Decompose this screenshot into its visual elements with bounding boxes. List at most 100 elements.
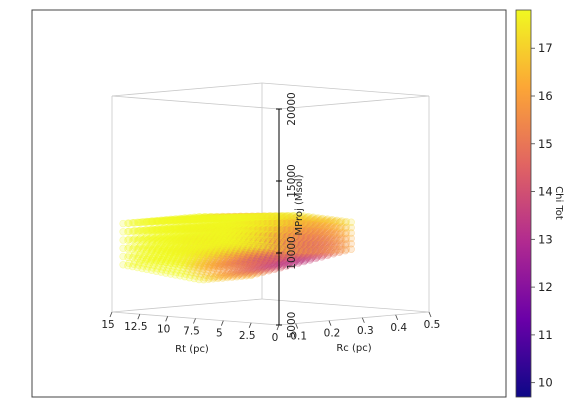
data-point	[323, 219, 332, 227]
data-point	[252, 218, 260, 226]
data-point	[294, 226, 302, 235]
data-point	[248, 231, 257, 239]
data-point	[332, 241, 340, 249]
data-point	[270, 243, 279, 251]
data-point	[271, 221, 279, 230]
data-point	[301, 256, 309, 264]
data-point	[253, 222, 261, 230]
data-point	[255, 267, 263, 276]
data-point	[315, 230, 323, 239]
data-point	[326, 217, 334, 226]
data-point	[243, 250, 252, 259]
data-point	[290, 214, 299, 223]
data-point	[300, 233, 308, 241]
data-point	[281, 221, 289, 229]
data-point	[281, 234, 289, 242]
data-point	[260, 230, 268, 238]
x-tick-mark	[137, 314, 141, 320]
data-point	[259, 264, 267, 272]
data-point	[274, 248, 282, 256]
data-point	[308, 234, 316, 242]
data-point	[321, 249, 329, 257]
data-point	[298, 248, 307, 256]
data-point	[249, 249, 258, 258]
data-point	[265, 258, 273, 266]
data-point	[320, 250, 328, 258]
data-point	[313, 239, 321, 248]
data-point	[333, 240, 341, 248]
data-point	[307, 233, 315, 241]
data-point	[323, 245, 332, 253]
data-point	[289, 259, 298, 267]
data-point	[266, 220, 274, 229]
data-point	[309, 220, 317, 228]
data-point	[253, 270, 261, 278]
data-point	[318, 246, 326, 254]
data-point	[294, 248, 302, 256]
data-point	[329, 231, 338, 240]
data-point	[259, 226, 267, 234]
data-point	[267, 232, 275, 241]
data-point	[286, 218, 294, 226]
data-point	[288, 235, 296, 243]
data-point	[266, 225, 274, 233]
data-point	[313, 221, 321, 229]
data-point	[283, 220, 292, 228]
data-point	[304, 233, 313, 241]
data-point	[281, 250, 289, 259]
x-axis-label: Rt (pc)	[175, 344, 209, 355]
data-point	[322, 222, 330, 230]
data-point	[316, 236, 325, 244]
data-point	[271, 230, 279, 238]
y-tick-label: 0.1	[290, 331, 307, 343]
data-point	[271, 265, 279, 273]
data-point	[280, 238, 288, 247]
data-point	[336, 247, 345, 255]
data-point	[323, 225, 332, 234]
data-point	[307, 226, 315, 234]
data-point	[297, 247, 306, 256]
data-point	[305, 245, 313, 253]
data-point	[274, 227, 282, 235]
data-point	[329, 219, 338, 227]
data-point	[322, 241, 330, 249]
data-point	[296, 214, 304, 222]
data-point	[267, 219, 275, 228]
data-point	[288, 216, 296, 224]
data-point	[314, 224, 322, 233]
data-point	[319, 227, 327, 235]
data-point	[290, 222, 299, 230]
data-point	[282, 249, 290, 257]
data-point	[306, 215, 314, 224]
data-point	[282, 245, 291, 254]
data-point	[289, 233, 297, 242]
data-point	[274, 235, 282, 244]
data-point	[267, 215, 275, 223]
data-point	[254, 259, 262, 267]
data-point	[296, 229, 304, 237]
data-point	[289, 226, 297, 234]
data-point	[286, 245, 294, 253]
data-point	[310, 250, 319, 259]
data-point	[290, 218, 298, 227]
data-point	[347, 234, 355, 243]
data-point	[308, 239, 316, 247]
data-point	[347, 240, 355, 248]
data-point	[316, 249, 325, 257]
data-point	[307, 242, 315, 251]
data-point	[274, 214, 282, 222]
data-point	[287, 228, 295, 237]
data-point	[325, 224, 333, 233]
data-point	[304, 219, 313, 228]
data-point	[284, 214, 293, 223]
data-point	[290, 237, 299, 246]
data-point	[262, 255, 271, 264]
data-point	[286, 253, 294, 261]
data-point	[315, 217, 323, 225]
data-point	[329, 243, 338, 252]
data-point	[297, 221, 306, 229]
data-point	[303, 213, 311, 222]
data-point	[257, 227, 266, 235]
colorbar-tick-label: 11	[538, 328, 553, 342]
data-point	[321, 229, 329, 238]
